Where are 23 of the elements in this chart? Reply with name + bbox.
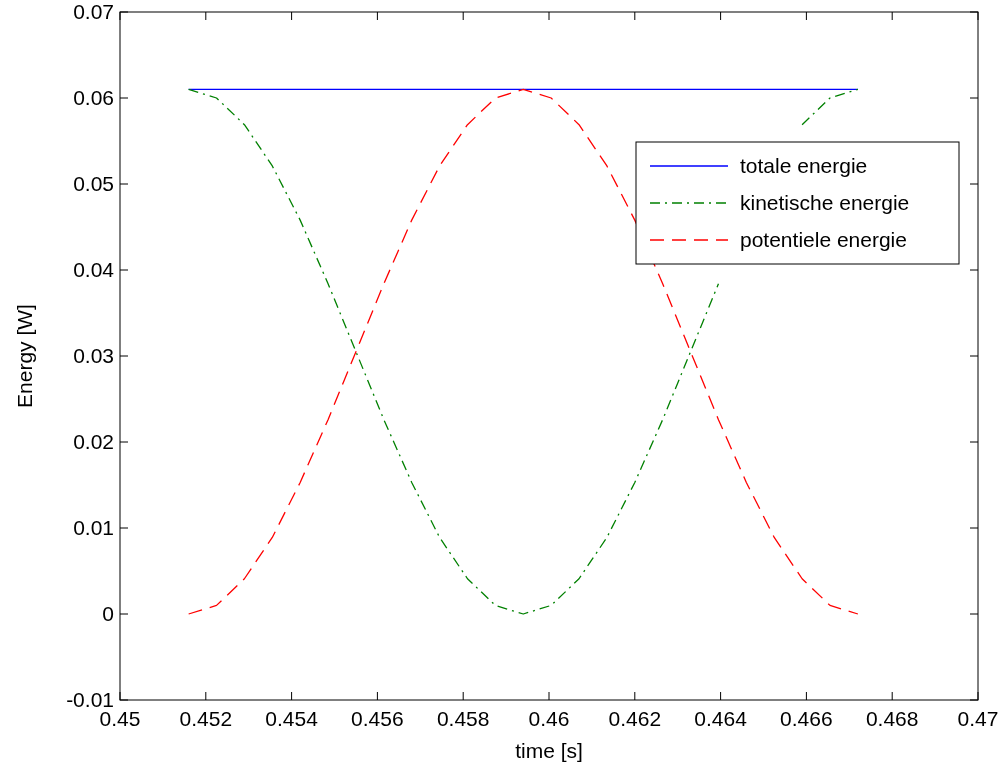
x-tick-label: 0.454 — [265, 707, 319, 730]
y-tick-label: 0.01 — [73, 516, 114, 539]
y-tick-label: 0.07 — [73, 0, 114, 23]
x-tick-label: 0.464 — [694, 707, 748, 730]
y-tick-label: 0 — [102, 602, 114, 625]
y-tick-label: 0.04 — [73, 258, 115, 281]
x-tick-label: 0.462 — [608, 707, 662, 730]
y-tick-label: 0.03 — [73, 344, 114, 367]
y-tick-label: 0.02 — [73, 430, 114, 453]
x-tick-label: 0.456 — [351, 707, 404, 730]
y-tick-label: 0.05 — [73, 172, 114, 195]
legend-label: kinetische energie — [740, 191, 910, 214]
x-tick-label: 0.458 — [436, 707, 490, 730]
legend-label: potentiele energie — [740, 228, 907, 251]
legend-label: totale energie — [740, 154, 868, 177]
x-axis-title: time [s] — [515, 739, 583, 762]
x-tick-label: 0.452 — [179, 707, 233, 730]
y-axis-title: Energy [W] — [13, 304, 36, 408]
x-tick-label: 0.47 — [957, 707, 999, 730]
x-tick-label: 0.468 — [865, 707, 919, 730]
x-tick-label: 0.466 — [780, 707, 833, 730]
x-tick-label: 0.46 — [528, 707, 570, 730]
y-tick-label: 0.06 — [73, 86, 114, 109]
